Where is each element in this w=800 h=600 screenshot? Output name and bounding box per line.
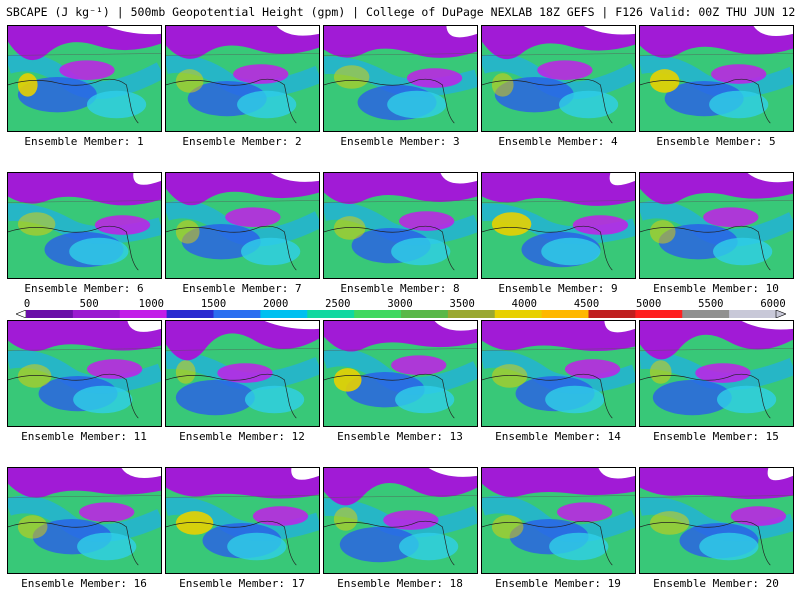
map-panel-12 <box>165 320 320 427</box>
ensemble-member-label: Ensemble Member: 18 <box>337 577 463 590</box>
ensemble-member-label: Ensemble Member: 19 <box>495 577 621 590</box>
ensemble-member-label: Ensemble Member: 17 <box>179 577 305 590</box>
colorbar-tick-label: 0 <box>23 298 31 310</box>
colorbar-tick-label: 6000 <box>760 298 786 310</box>
colorbar-tick-label: 4000 <box>511 298 537 310</box>
colorbar-segment <box>166 310 214 318</box>
map-panel-9 <box>481 172 636 279</box>
ensemble-member-label: Ensemble Member: 1 <box>24 135 144 148</box>
colorbar-segment <box>260 310 308 318</box>
map-panel-1 <box>7 25 162 132</box>
map-panel-4 <box>481 25 636 132</box>
ensemble-member-label: Ensemble Member: 15 <box>653 430 779 443</box>
ensemble-member-label: Ensemble Member: 4 <box>498 135 618 148</box>
colorbar-segment <box>119 310 168 318</box>
colorbar-right-arrow <box>775 310 786 318</box>
map-panel-8 <box>323 172 478 279</box>
ensemble-member-label: Ensemble Member: 20 <box>653 577 779 590</box>
ensemble-member-label: Ensemble Member: 8 <box>340 282 460 295</box>
colorbar-segment <box>447 310 496 318</box>
map-panel-19 <box>481 467 636 574</box>
colorbar-segment <box>72 310 121 318</box>
colorbar-segment <box>682 310 730 318</box>
chart-title: SBCAPE (J kg⁻¹) | 500mb Geopotential Hei… <box>6 5 800 19</box>
ensemble-member-label: Ensemble Member: 3 <box>340 135 460 148</box>
colorbar-tick-label: 2500 <box>325 298 351 310</box>
map-panel-13 <box>323 320 478 427</box>
map-panel-15 <box>639 320 794 427</box>
colorbar-segment <box>588 310 636 318</box>
ensemble-member-label: Ensemble Member: 11 <box>21 430 147 443</box>
colorbar-tick-label: 3000 <box>387 298 413 310</box>
colorbar-tick-label: 3500 <box>449 298 475 310</box>
colorbar-left-arrow <box>16 310 27 318</box>
colorbar-tick-label: 500 <box>79 298 99 310</box>
colorbar-segment <box>26 310 74 318</box>
ensemble-member-label: Ensemble Member: 12 <box>179 430 305 443</box>
ensemble-member-label: Ensemble Member: 6 <box>24 282 144 295</box>
ensemble-member-label: Ensemble Member: 13 <box>337 430 463 443</box>
map-panel-2 <box>165 25 320 132</box>
colorbar <box>16 310 786 318</box>
colorbar-segment <box>401 310 449 318</box>
ensemble-member-label: Ensemble Member: 9 <box>498 282 618 295</box>
ensemble-member-label: Ensemble Member: 16 <box>21 577 147 590</box>
colorbar-tick-label: 1000 <box>138 298 164 310</box>
map-panel-10 <box>639 172 794 279</box>
colorbar-segment <box>307 310 355 318</box>
map-panel-6 <box>7 172 162 279</box>
ensemble-member-label: Ensemble Member: 2 <box>182 135 302 148</box>
colorbar-segment <box>729 310 777 318</box>
ensemble-member-label: Ensemble Member: 5 <box>656 135 776 148</box>
colorbar-tick-label: 5000 <box>636 298 662 310</box>
ensemble-member-label: Ensemble Member: 10 <box>653 282 779 295</box>
map-panel-16 <box>7 467 162 574</box>
ensemble-member-label: Ensemble Member: 14 <box>495 430 621 443</box>
map-panel-14 <box>481 320 636 427</box>
colorbar-segment <box>541 310 589 318</box>
map-panel-5 <box>639 25 794 132</box>
colorbar-tick-label: 1500 <box>200 298 227 310</box>
map-panel-3 <box>323 25 478 132</box>
map-panel-17 <box>165 467 320 574</box>
colorbar-tick-label: 5500 <box>698 298 724 310</box>
colorbar-tick-label: 4500 <box>573 298 600 310</box>
map-panel-11 <box>7 320 162 427</box>
map-panel-7 <box>165 172 320 279</box>
colorbar-tick-label: 2000 <box>263 298 289 310</box>
colorbar-segment <box>494 310 543 318</box>
ensemble-member-label: Ensemble Member: 7 <box>182 282 302 295</box>
colorbar-segment <box>213 310 261 318</box>
map-panel-20 <box>639 467 794 574</box>
map-panel-18 <box>323 467 478 574</box>
colorbar-segment <box>354 310 402 318</box>
colorbar-segment <box>635 310 683 318</box>
